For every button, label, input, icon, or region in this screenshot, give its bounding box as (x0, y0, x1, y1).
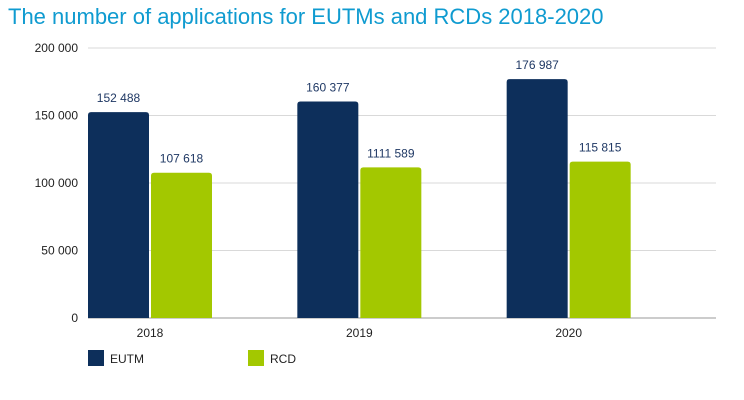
bar-eutm-2018 (88, 112, 149, 318)
x-tick-label: 2019 (346, 326, 373, 340)
data-label-rcd-2019: 1111 589 (367, 146, 415, 160)
y-tick-label: 200 000 (35, 41, 79, 55)
bar-rcd-2020 (569, 161, 631, 318)
y-tick-label: 100 000 (35, 176, 79, 190)
y-tick-label: 150 000 (35, 109, 79, 123)
legend-swatch-eutm (88, 350, 104, 366)
legend: EUTM RCD (88, 350, 296, 366)
x-tick-label: 2018 (137, 326, 164, 340)
x-tick-label: 2020 (555, 326, 582, 340)
y-tick-label: 0 (71, 311, 78, 325)
legend-label-rcd: RCD (270, 352, 296, 366)
data-label-rcd-2018: 107 618 (160, 152, 204, 166)
chart-title: The number of applications for EUTMs and… (8, 4, 604, 29)
x-axis-tick-labels: 2018 2019 2020 (137, 326, 583, 340)
legend-swatch-rcd (248, 350, 264, 366)
data-label-eutm-2020: 176 987 (515, 58, 559, 72)
data-label-eutm-2018: 152 488 (97, 91, 141, 105)
bar-eutm-2019 (297, 101, 359, 318)
bar-eutm-2020 (506, 79, 568, 318)
data-labels: 152 488 107 618 160 377 1111 589 176 987 115 … (97, 58, 622, 166)
y-tick-label: 50 000 (41, 244, 78, 258)
bar-rcd-2018 (151, 172, 212, 318)
data-label-rcd-2020: 115 815 (579, 141, 622, 155)
y-axis-tick-labels: 0 50 000 100 000 150 000 200 000 (35, 41, 79, 325)
bars (88, 79, 631, 318)
bar-rcd-2019 (360, 167, 422, 318)
data-label-eutm-2019: 160 377 (306, 80, 350, 94)
legend-label-eutm: EUTM (110, 352, 144, 366)
